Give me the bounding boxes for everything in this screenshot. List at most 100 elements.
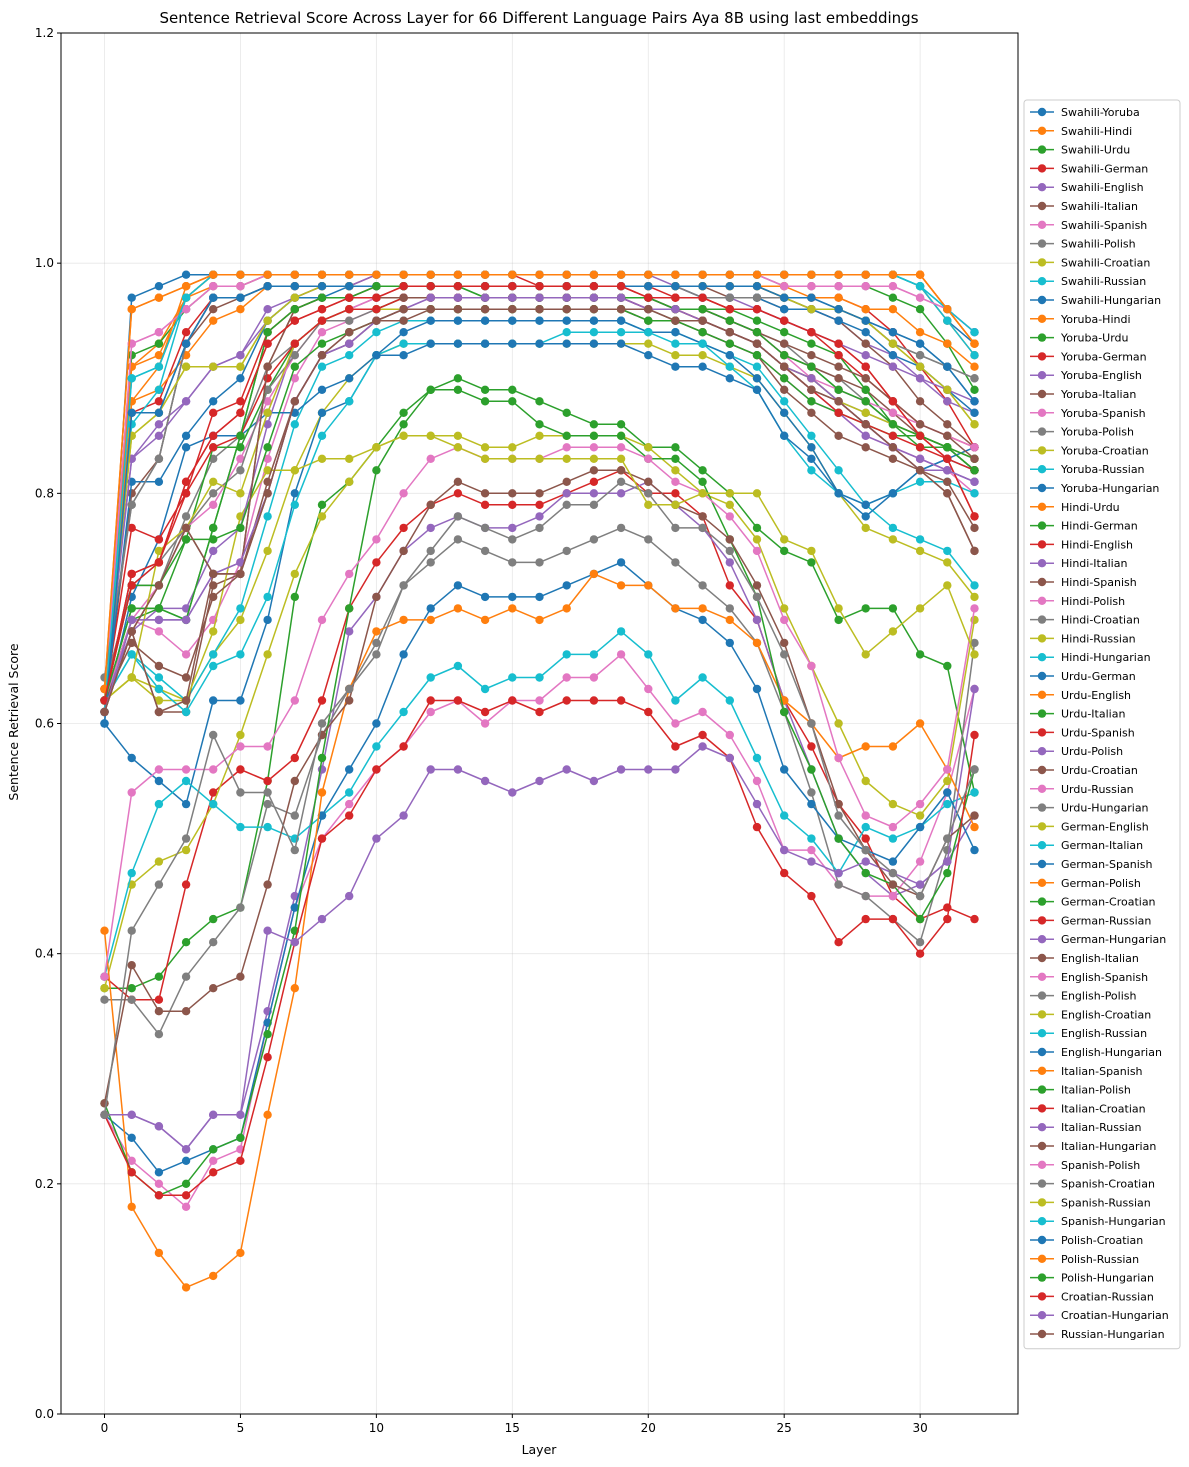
legend-label: Hindi-Polish	[1061, 595, 1125, 608]
data-point	[127, 926, 136, 935]
legend-marker	[1037, 145, 1047, 154]
data-point	[671, 696, 680, 705]
data-point	[861, 857, 870, 866]
data-point	[943, 385, 952, 394]
legend-label: Yoruba-Hungarian	[1060, 482, 1159, 495]
data-point	[480, 454, 490, 463]
legend-label: Swahili-Polish	[1061, 238, 1136, 251]
series-urdu-spanish	[100, 696, 979, 1200]
legend-marker	[1037, 239, 1047, 248]
legend-label: Yoruba-Polish	[1060, 426, 1134, 439]
data-point	[562, 305, 571, 314]
legend-label: Urdu-Polish	[1061, 745, 1123, 758]
legend-item: Hindi-Italian	[1030, 557, 1127, 570]
data-point	[562, 270, 571, 279]
data-point	[236, 454, 245, 463]
data-point	[480, 719, 490, 728]
data-point	[181, 696, 191, 705]
data-point	[943, 454, 952, 463]
legend-item: Urdu-German	[1030, 670, 1136, 683]
legend-item: Yoruba-Russian	[1030, 463, 1145, 476]
legend-marker	[1037, 107, 1047, 117]
data-point	[209, 914, 218, 924]
legend-item: Polish-Hungarian	[1030, 1272, 1154, 1285]
data-point	[154, 408, 164, 417]
data-point	[589, 443, 599, 452]
legend-item: Italian-Spanish	[1030, 1065, 1143, 1078]
data-point	[345, 696, 354, 705]
data-point	[915, 719, 925, 728]
data-point	[345, 627, 354, 636]
data-point	[915, 362, 925, 371]
data-point	[970, 845, 979, 855]
data-point	[644, 650, 653, 659]
data-point	[888, 868, 898, 878]
data-point	[888, 397, 898, 406]
data-point	[372, 443, 381, 452]
data-point	[345, 374, 354, 383]
data-point	[589, 650, 599, 659]
data-point	[807, 788, 816, 797]
legend-marker	[1037, 1217, 1047, 1226]
data-point	[508, 454, 517, 463]
legend-label: Yoruba-Italian	[1060, 388, 1136, 401]
data-point	[915, 270, 925, 279]
x-tick-label: 30	[912, 1421, 927, 1435]
data-point	[290, 420, 299, 429]
data-point	[181, 282, 191, 291]
data-point	[127, 627, 136, 636]
x-axis: 0 5 10 15 20 25 30	[101, 1414, 928, 1435]
data-point	[100, 984, 109, 993]
data-point	[589, 316, 599, 325]
data-point	[562, 431, 571, 440]
legend-marker	[1037, 502, 1047, 511]
data-point	[807, 799, 816, 809]
data-point	[426, 282, 435, 291]
data-point	[970, 408, 979, 417]
data-point	[290, 753, 299, 763]
data-point	[616, 328, 626, 337]
data-point	[752, 581, 762, 590]
data-point	[562, 489, 571, 498]
data-point	[943, 477, 952, 486]
legend-marker	[1037, 408, 1047, 417]
legend-label: Spanish-Russian	[1061, 1196, 1151, 1209]
data-point	[970, 420, 979, 429]
data-point	[698, 604, 707, 613]
data-point	[236, 293, 245, 302]
data-point	[426, 454, 435, 463]
data-point	[644, 489, 653, 498]
data-point	[943, 661, 952, 671]
data-point	[154, 765, 164, 774]
data-point	[290, 696, 299, 705]
data-point	[807, 293, 816, 302]
legend-label: Spanish-Hungarian	[1061, 1215, 1166, 1228]
legend-item: Swahili-German	[1030, 162, 1148, 175]
legend-item: Croatian-Hungarian	[1030, 1309, 1169, 1322]
data-point	[807, 466, 816, 475]
data-point	[372, 592, 381, 602]
data-point	[562, 408, 571, 417]
data-point	[915, 938, 925, 947]
data-point	[100, 707, 109, 717]
data-point	[698, 466, 707, 475]
data-point	[181, 1202, 191, 1212]
data-point	[861, 512, 870, 521]
data-point	[861, 604, 870, 613]
data-point	[807, 443, 816, 452]
data-point	[644, 328, 653, 337]
data-point	[671, 523, 680, 533]
data-point	[671, 719, 680, 728]
data-point	[535, 454, 544, 463]
legend-marker	[1037, 859, 1047, 869]
legend-marker	[1037, 559, 1047, 568]
data-point	[399, 282, 408, 291]
data-point	[209, 1110, 218, 1120]
data-point	[453, 604, 463, 613]
data-point	[345, 305, 354, 314]
data-point	[725, 604, 734, 613]
data-point	[535, 316, 544, 325]
legend-label: Hindi-German	[1061, 520, 1138, 533]
data-point	[263, 305, 272, 314]
